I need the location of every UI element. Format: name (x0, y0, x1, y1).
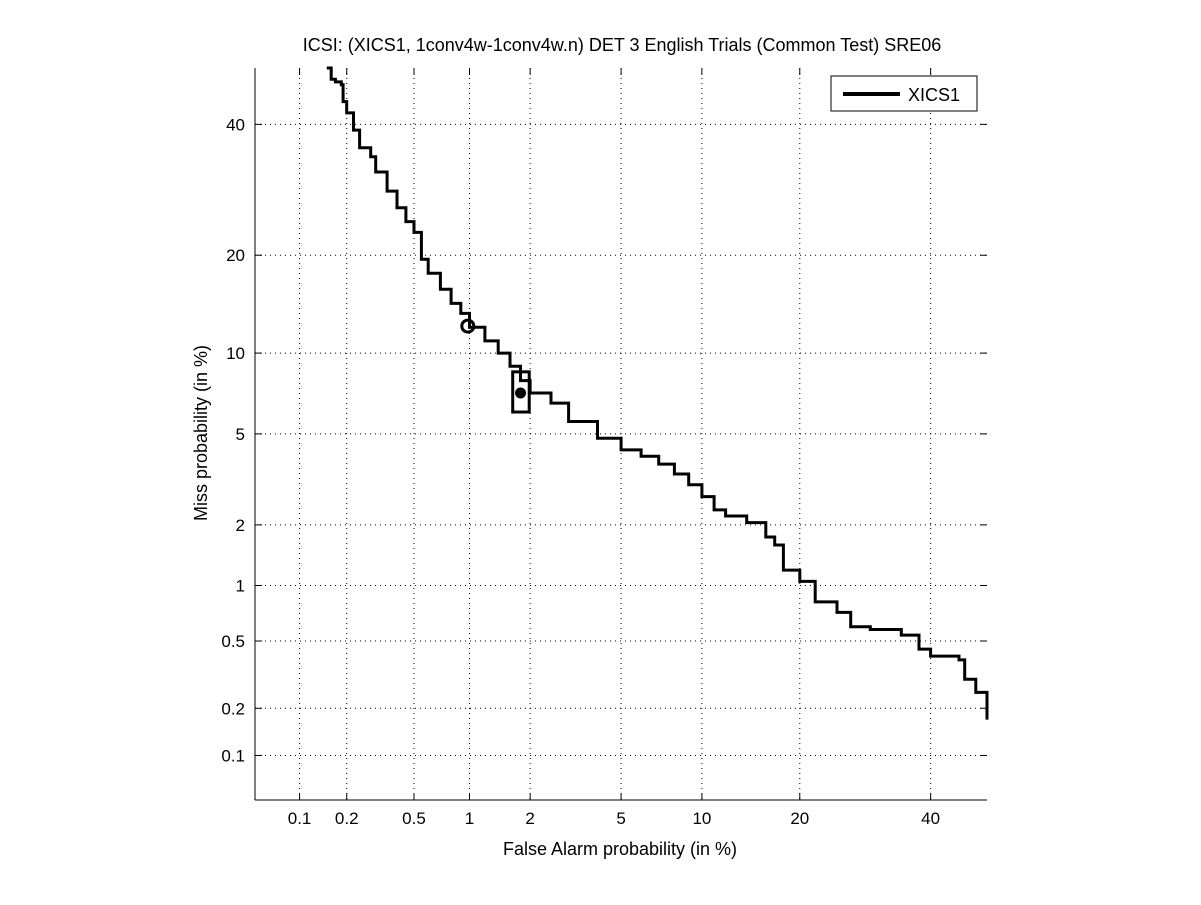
x-tick-label: 10 (692, 809, 711, 828)
y-tick-label: 2 (236, 516, 245, 535)
x-tick-label: 20 (790, 809, 809, 828)
min-dcf-point (460, 318, 476, 334)
x-tick-label: 5 (616, 809, 625, 828)
y-tick-label: 10 (226, 344, 245, 363)
x-tick-label: 1 (465, 809, 474, 828)
series-curve-xics1 (326, 66, 989, 720)
actual-dcf-box (511, 370, 531, 414)
x-tick-label: 2 (525, 809, 534, 828)
x-axis-title: False Alarm probability (in %) (503, 839, 737, 859)
actual-dcf-point (515, 387, 527, 399)
x-tick-label: 0.1 (288, 809, 312, 828)
y-tick-label: 5 (236, 425, 245, 444)
y-tick-label: 40 (226, 115, 245, 134)
y-tick-label: 0.5 (221, 632, 245, 651)
y-axis-title: Miss probability (in %) (191, 345, 211, 521)
x-tick-label: 0.5 (402, 809, 426, 828)
y-tick-label: 0.1 (221, 746, 245, 765)
y-tick-label: 1 (236, 577, 245, 596)
y-tick-label: 0.2 (221, 699, 245, 718)
legend: XICS1 (830, 75, 978, 112)
x-tick-label: 0.2 (335, 809, 359, 828)
y-tick-label: 20 (226, 246, 245, 265)
legend-label: XICS1 (908, 85, 960, 105)
x-tick-label: 40 (921, 809, 940, 828)
chart-title: ICSI: (XICS1, 1conv4w-1conv4w.n) DET 3 E… (303, 35, 942, 55)
